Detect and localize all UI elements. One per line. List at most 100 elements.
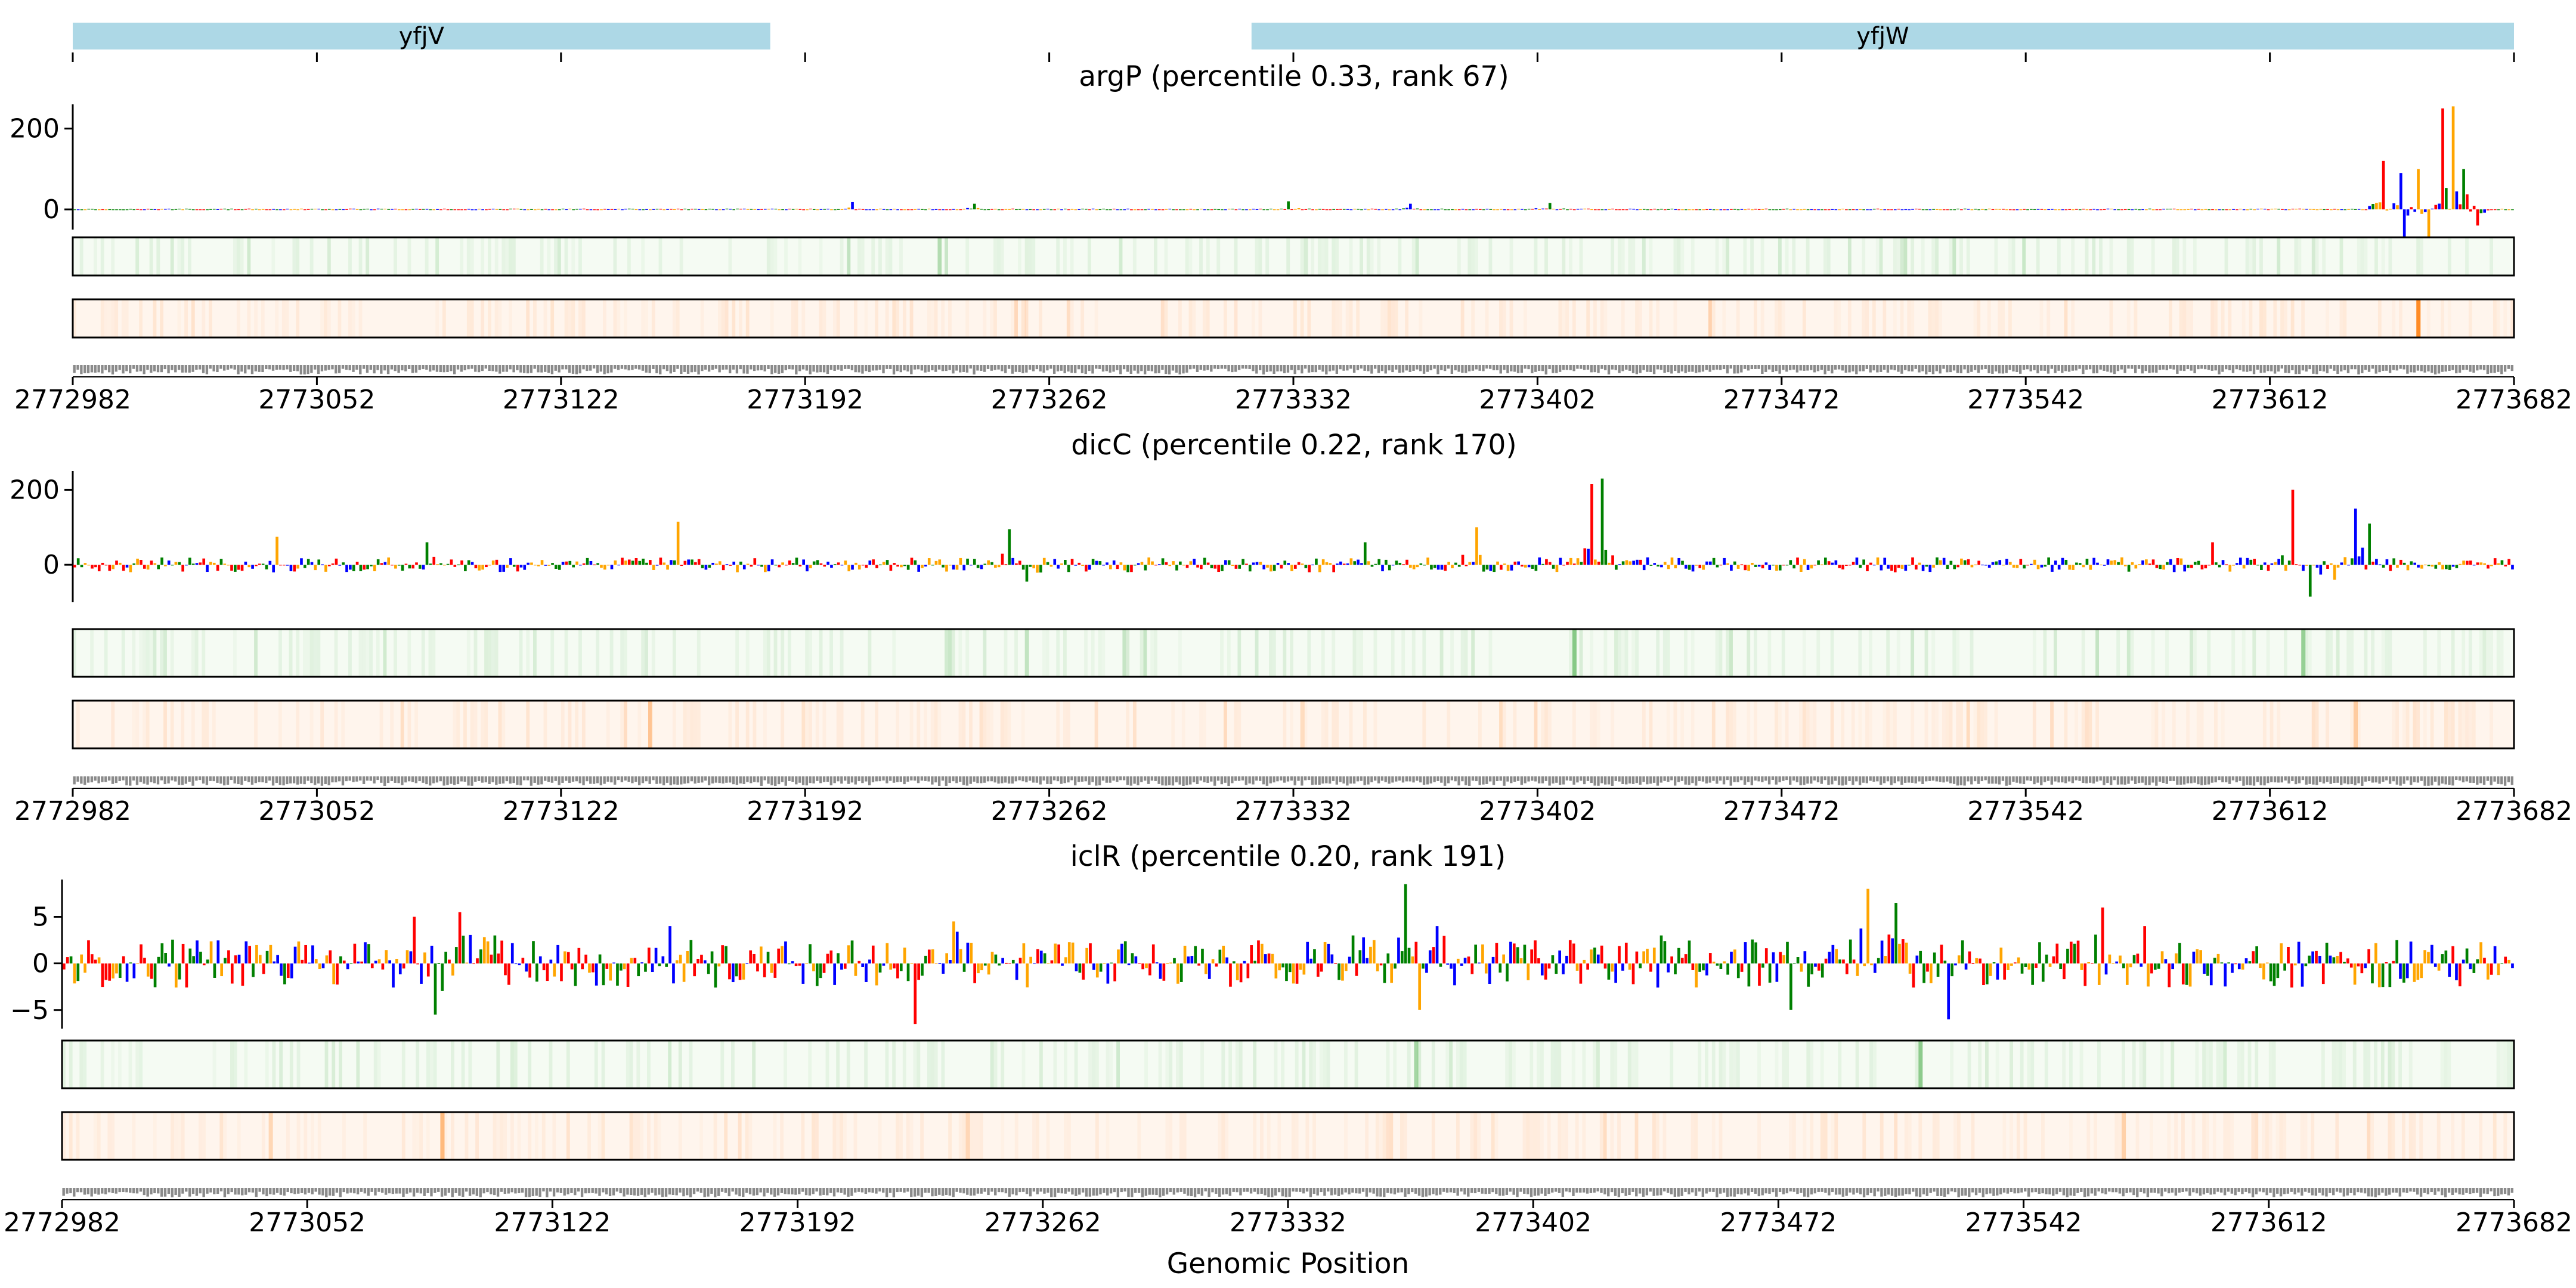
prediction-stripe [1711,701,1716,748]
logo-letter-C [1349,209,1353,210]
sequence-base-glyph [271,365,275,371]
sequence-base-glyph [1785,365,1788,372]
logo-letter-T [304,209,306,210]
sequence-base-glyph [2040,365,2043,371]
logo-letter-A [1123,941,1127,964]
attribution-background [73,629,2514,677]
prediction-stripe [191,299,195,338]
logo-letter-T [1911,557,1914,565]
sequence-base-glyph [2482,776,2486,785]
prediction-stripe [2510,299,2514,338]
logo-letter-T [2148,564,2151,565]
logo-letter-T [626,963,630,987]
attribution-stripe [2329,629,2333,677]
logo-letter-C [2511,963,2514,968]
sequence-base-glyph [1663,365,1666,373]
logo-letter-G [1900,565,1904,569]
prediction-stripe [2451,701,2455,748]
prediction-stripe [1754,701,1757,748]
logo-letter-G [2012,565,2015,568]
logo-letter-A [2392,558,2395,565]
sequence-base-glyph [501,365,505,372]
logo-letter-A [1400,951,1404,964]
attribution-stripe [808,1041,812,1088]
sequence-base-glyph [683,365,686,372]
sequence-base-glyph [2144,776,2147,785]
logo-letter-G [1519,958,1523,964]
logo-letter-C [518,963,521,965]
logo-letter-C [251,565,254,569]
logo-letter-A [1221,565,1224,571]
attribution-stripe [948,629,952,677]
logo-letter-G [251,209,254,210]
logo-letter-G [2125,963,2129,985]
prediction-stripe [223,1112,227,1160]
sequence-base-glyph [1572,365,1575,371]
sequence-base-glyph [1408,365,1411,372]
attribution-stripe [1562,237,1566,275]
logo-letter-A [1241,209,1244,210]
sequence-base-glyph [1848,365,1851,373]
prediction-stripe [104,299,108,338]
logo-letter-T [2382,160,2385,210]
sequence-base-glyph [1234,365,1237,372]
logo-letter-A [1600,478,1604,565]
logo-letter-A [1018,209,1021,210]
attribution-stripe [2482,629,2487,677]
attribution-stripe [1056,629,1060,677]
logo-letter-T [1695,209,1698,210]
logo-letter-G [1049,565,1053,567]
attribution-stripe [1729,629,1733,677]
sequence-base-glyph [2249,776,2252,785]
sequence-base-glyph [2308,365,2311,370]
sequence-base-glyph [418,776,421,782]
logo-letter-C [745,963,749,964]
prediction-hotspot [2353,701,2358,748]
sequence-base-glyph [1325,776,1328,784]
prediction-stripe [498,701,502,748]
prediction-stripe [2064,299,2068,338]
logo-letter-G [666,565,669,570]
prediction-stripe [1234,299,1238,338]
logo-letter-G [258,955,262,964]
attribution-stripe [1253,1041,1257,1088]
logo-letter-A [157,565,160,569]
sequence-base-glyph [226,776,230,785]
attribution-stripe [1283,629,1287,677]
prediction-stripe [571,299,575,338]
sequence-base-glyph [2371,776,2374,783]
prediction-stripe [2186,299,2190,338]
logo-letter-G [1670,557,1674,565]
sequence-base-glyph [2123,776,2126,785]
prediction-stripe [543,701,547,748]
logo-letter-C [469,934,472,964]
prediction-stripe [2290,299,2295,338]
logo-letter-A [1493,565,1496,572]
logo-letter-G [1454,209,1457,210]
logo-letter-C [704,565,708,570]
sequence-base-glyph [1025,776,1028,782]
attribution-stripe [1169,1041,1173,1088]
sequence-base-glyph [1011,365,1014,374]
logo-letter-T [1635,951,1639,964]
attribution-stripe [1873,1041,1877,1088]
logo-letter-C [1621,963,1624,971]
logo-letter-T [1597,561,1600,565]
sequence-base-glyph [1384,776,1387,782]
attribution-stripe [1300,237,1304,275]
logo-letter-A [2308,565,2312,597]
logo-letter-T [649,560,652,565]
attribution-frame [72,236,2515,277]
sequence-base-glyph [1265,365,1269,372]
prediction-stripe [1673,701,1677,748]
logo-letter-A [644,963,647,972]
sequence-base-glyph [2172,776,2175,781]
sequence-base-glyph [865,365,868,371]
prediction-stripe [739,299,742,338]
logo-letter-A [2138,209,2141,210]
logo-letter-G [1369,946,1372,964]
prediction-stripe [1014,299,1018,338]
logo-letter-T [432,556,436,565]
logo-letter-T [1649,209,1653,210]
attribution-stripe [1450,629,1454,677]
